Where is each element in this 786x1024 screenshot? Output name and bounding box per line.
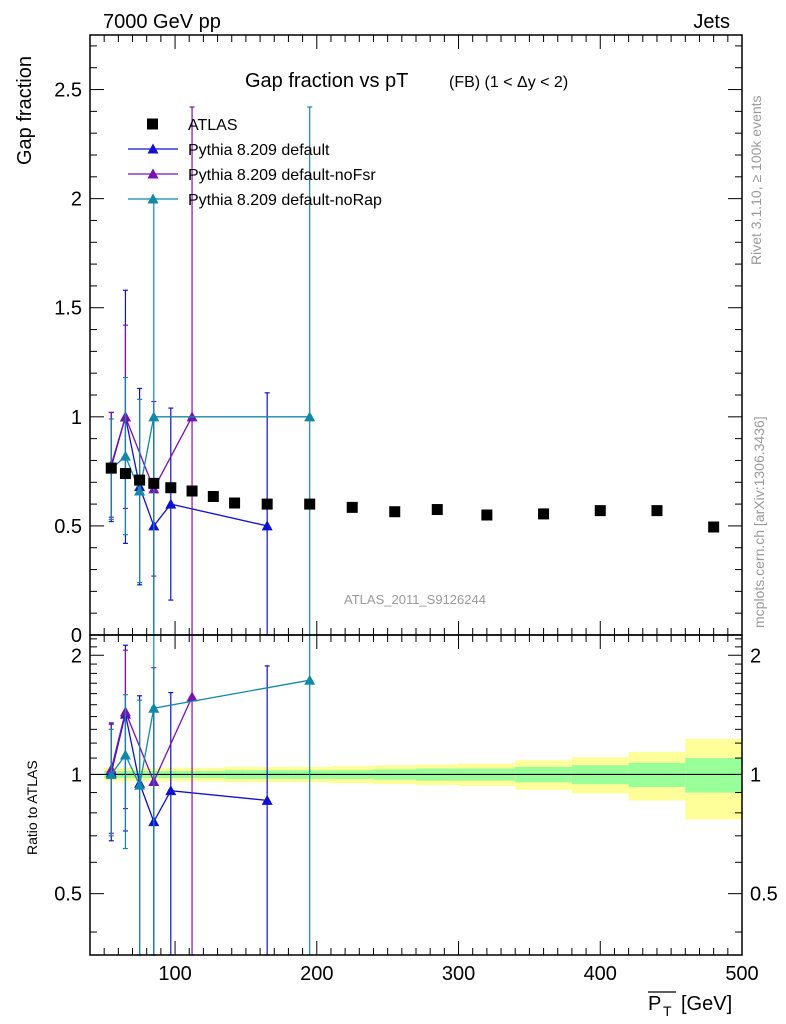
ratio-point-noRap (134, 779, 146, 790)
atlas-data-point (105, 462, 117, 474)
x-axis-label-sub: T (663, 1003, 672, 1019)
x-axis-label: P T [GeV] (648, 991, 732, 1019)
x-tick-label: 500 (725, 963, 758, 985)
plot-title-sub: (FB) (1 < Δy < 2) (449, 74, 568, 91)
ratio-y-axis-label: Ratio to ATLAS (24, 760, 40, 855)
atlas-data-point (304, 498, 316, 510)
legend-label: Pythia 8.209 default-noFsr (188, 167, 376, 184)
atlas-data-point (538, 508, 550, 520)
x-tick-label: 100 (158, 963, 191, 985)
atlas-data-point (481, 509, 493, 521)
x-axis-label-main: P (648, 993, 661, 1015)
atlas-data-point (651, 505, 663, 517)
atlas-data-point (346, 501, 358, 513)
x-tick-label: 200 (300, 963, 333, 985)
ratio-point-default (261, 794, 273, 805)
main-y-tick-label: 1.5 (54, 298, 82, 320)
ratio-point-noRap (148, 702, 160, 713)
x-tick-label: 400 (584, 963, 617, 985)
legend-marker (147, 143, 159, 154)
ratio-y-tick-label-right: 0.5 (750, 884, 778, 906)
rivet-label: Rivet 3.1.10, ≥ 100k events (748, 95, 764, 265)
ratio-y-tick-label: 1 (71, 764, 82, 786)
atlas-data-point (708, 521, 720, 533)
x-axis-ticks: 100 200 300 400 500 (103, 35, 759, 985)
series-point-noRap (119, 450, 131, 461)
ratio-point-noFsr (186, 691, 198, 702)
legend: ATLAS Pythia 8.209 default Pythia 8.209 de… (128, 117, 382, 209)
series-errorbar-noFsr (189, 106, 195, 636)
ratio-errorbar-default (168, 691, 174, 956)
header-process: Jets (693, 11, 730, 33)
ratio-errorbar-noRap (122, 694, 128, 850)
ratio-uncertainty-band (90, 738, 742, 820)
ratio-errorbar-noRap (151, 634, 157, 956)
legend-marker (147, 168, 159, 179)
series-point-noRap (148, 411, 160, 422)
ratio-y-tick-label-right: 1 (750, 764, 761, 786)
main-y-tick-label: 1 (71, 407, 82, 429)
atlas-data-point (148, 477, 160, 489)
ratio-marks (105, 634, 316, 956)
mcplots-label: mcplots.cern.ch [arXiv:1306.3436] (751, 416, 767, 628)
plot-title-main: Gap fraction vs pT (245, 70, 408, 92)
ratio-y-tick-label: 0.5 (54, 884, 82, 906)
atlas-data-point (594, 505, 606, 517)
series-point-noRap (304, 411, 316, 422)
atlas-data-point (134, 474, 146, 486)
analysis-label: ATLAS_2011_S9126244 (344, 592, 486, 607)
ratio-errorbar-noRap (108, 728, 114, 837)
atlas-data-point (165, 482, 177, 494)
y-axis-label: Gap fraction (14, 56, 36, 165)
legend-marker (147, 193, 159, 204)
series-errorbar-default (264, 392, 270, 636)
ratio-point-noRap (105, 768, 117, 779)
series-point-default (165, 498, 177, 509)
ratio-point-noRap (304, 674, 316, 685)
plot-title: Gap fraction vs pT (FB) (1 < Δy < 2) (245, 70, 568, 92)
main-panel: 0 0.5 1 1.5 2 2.5 (54, 34, 743, 647)
ratio-y-tick-label: 2 (71, 645, 82, 667)
atlas-data-point (229, 497, 241, 509)
main-y-tick-label: 0.5 (54, 516, 82, 538)
series-line-default (110, 416, 268, 528)
atlas-data-point (431, 504, 443, 516)
ratio-errorbar-noFsr (189, 634, 195, 956)
ratio-y-ticks: 0.5 0.5 1 1 2 2 (54, 638, 778, 933)
legend-marker-atlas (147, 118, 158, 130)
ratio-point-noRap (119, 749, 131, 760)
ratio-errorbar-noRap (137, 699, 143, 956)
main-marks (105, 106, 720, 636)
atlas-data-point (261, 498, 273, 510)
legend-label: ATLAS (188, 117, 238, 134)
main-y-ticks: 0 0.5 1 1.5 2 2.5 (54, 45, 742, 647)
ratio-panel: 0.5 0.5 1 1 2 2 (54, 634, 778, 956)
series-point-default (261, 520, 273, 531)
header-energy: 7000 GeV pp (103, 11, 221, 33)
x-tick-label: 300 (442, 963, 475, 985)
legend-label: Pythia 8.209 default-noRap (188, 192, 382, 209)
atlas-data-point (389, 506, 401, 518)
band-inner (685, 758, 742, 793)
main-y-tick-label: 0 (71, 625, 82, 647)
main-y-tick-label: 2 (71, 189, 82, 211)
main-y-tick-label: 2.5 (54, 80, 82, 102)
series-errorbar-noRap (307, 106, 313, 636)
atlas-data-point (119, 468, 131, 480)
x-axis-label-unit: [GeV] (681, 993, 732, 1015)
series-point-noRap (134, 485, 146, 496)
ratio-point-default (165, 785, 177, 796)
atlas-data-point (186, 485, 198, 497)
ratio-errorbar-default (264, 665, 270, 956)
atlas-data-point (207, 490, 219, 502)
legend-label: Pythia 8.209 default (188, 142, 330, 159)
ratio-y-tick-label-right: 2 (750, 645, 761, 667)
